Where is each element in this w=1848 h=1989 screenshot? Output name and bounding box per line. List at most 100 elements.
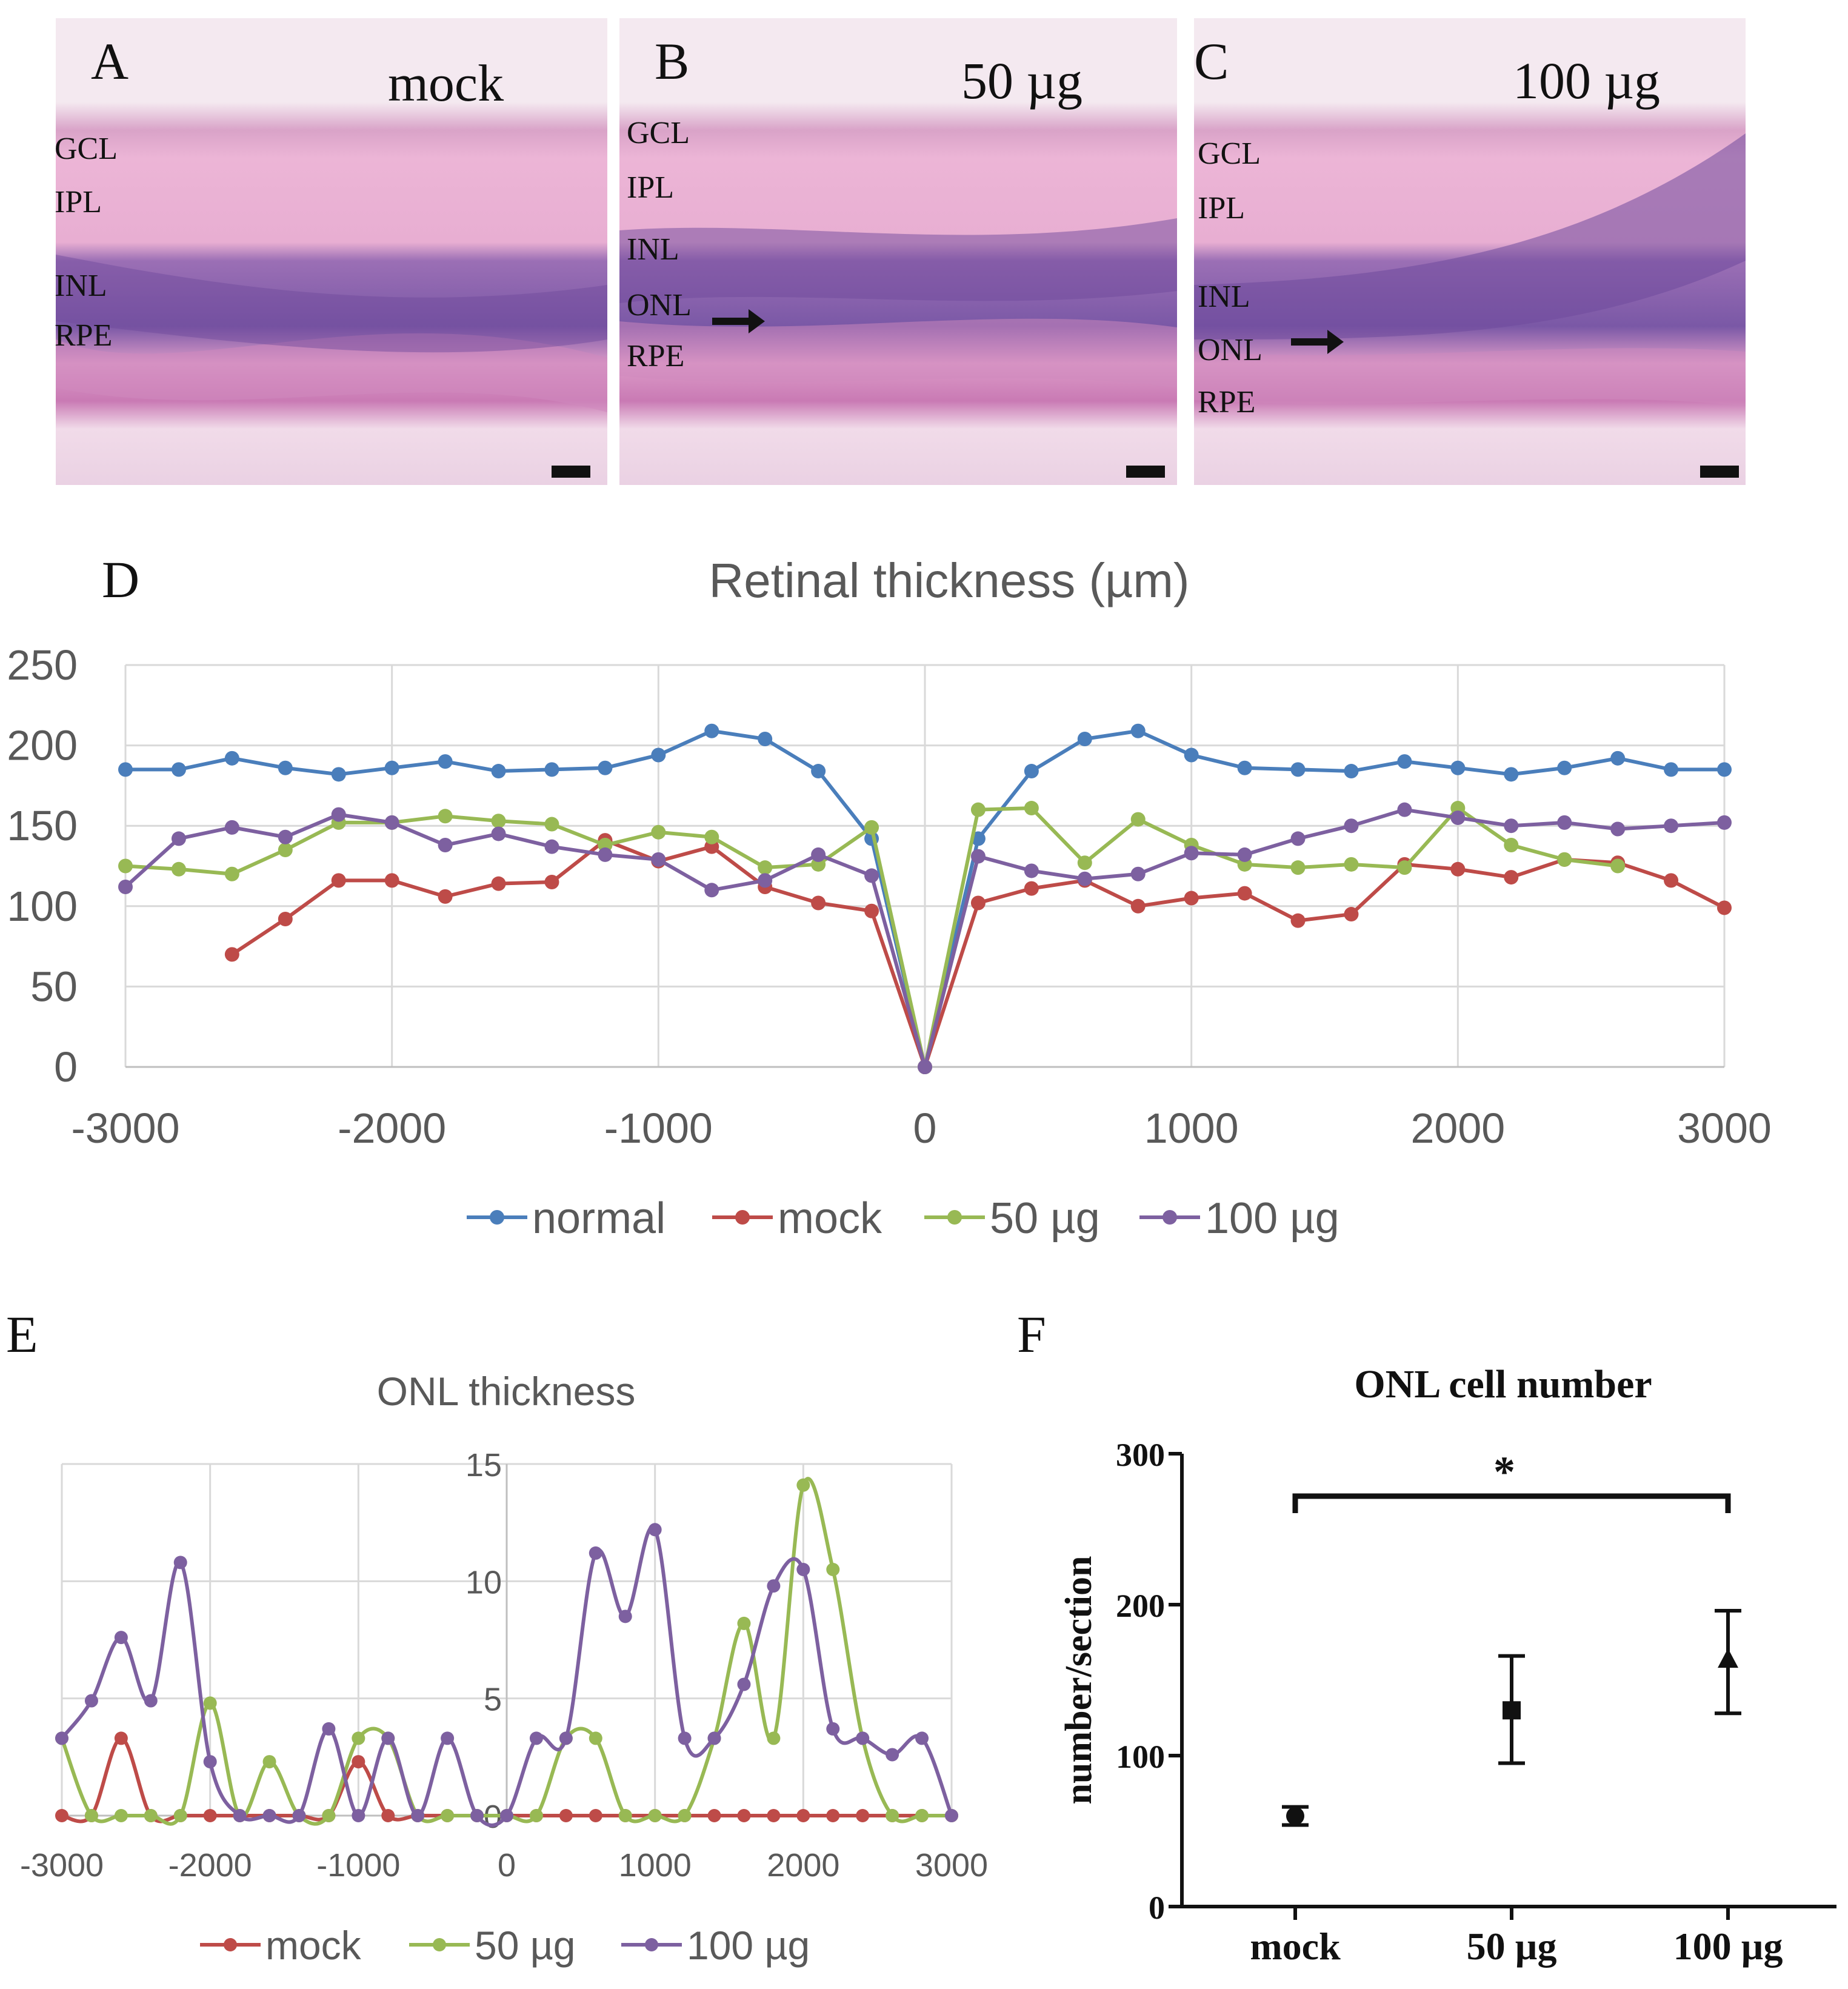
chart-title: ONL cell number xyxy=(1354,1362,1652,1406)
data-point xyxy=(278,760,293,775)
arrow-icon xyxy=(712,309,765,333)
data-point xyxy=(704,723,719,738)
data-point xyxy=(970,895,986,911)
y-tick-label: 250 xyxy=(7,641,78,689)
data-point xyxy=(1450,760,1466,775)
data-point xyxy=(384,760,399,775)
x-tick-label: -3000 xyxy=(71,1105,179,1152)
data-point xyxy=(598,847,613,862)
data-point xyxy=(864,820,879,835)
data-point xyxy=(381,1809,395,1822)
data-point xyxy=(1450,810,1466,825)
data-point xyxy=(796,1563,810,1576)
legend-label: mock xyxy=(265,1923,362,1968)
layer-label: INL xyxy=(627,232,679,267)
data-point xyxy=(55,1809,68,1822)
data-point xyxy=(500,1809,513,1822)
data-point xyxy=(278,829,293,844)
x-tick-label: mock xyxy=(1250,1925,1341,1968)
layer-label: INL xyxy=(1198,279,1250,314)
series-line xyxy=(125,806,1618,1068)
layer-label: RPE xyxy=(627,339,684,373)
data-point xyxy=(1184,891,1199,906)
data-point xyxy=(559,1809,573,1822)
data-point xyxy=(544,839,559,854)
data-point xyxy=(1504,818,1519,834)
data-point xyxy=(678,1809,692,1822)
data-point xyxy=(352,1755,365,1769)
x-tick-label: 2000 xyxy=(767,1847,839,1884)
legend-marker xyxy=(433,1938,446,1951)
data-point xyxy=(1504,767,1519,782)
data-point xyxy=(438,838,453,853)
data-point xyxy=(114,1731,128,1745)
panel-letter: C xyxy=(1194,32,1229,90)
data-point xyxy=(589,1546,602,1560)
data-point xyxy=(322,1809,336,1822)
chart-title: Retinal thickness (µm) xyxy=(709,553,1190,607)
data-point xyxy=(544,817,559,832)
mean-marker xyxy=(1718,1648,1738,1668)
y-axis-label: number/section xyxy=(1058,1556,1099,1805)
data-point xyxy=(173,1556,187,1569)
data-point xyxy=(737,1677,751,1691)
x-tick-label: -1000 xyxy=(316,1847,400,1884)
data-point xyxy=(203,1809,217,1822)
x-tick-label: 1000 xyxy=(1144,1105,1239,1152)
data-point xyxy=(171,831,186,846)
data-point xyxy=(1024,863,1039,878)
data-point xyxy=(1344,857,1359,872)
data-point xyxy=(384,815,399,830)
data-point xyxy=(438,809,453,824)
data-point xyxy=(171,762,186,777)
y-tick-label: 100 xyxy=(7,883,78,930)
data-point xyxy=(918,1060,932,1074)
data-point xyxy=(651,824,666,840)
data-point xyxy=(331,873,346,888)
data-point xyxy=(856,1731,870,1745)
y-tick-label: 0 xyxy=(54,1043,78,1091)
data-point xyxy=(970,849,986,864)
data-point xyxy=(767,1579,781,1593)
panel-letter: E xyxy=(6,1305,38,1363)
data-point xyxy=(767,1731,781,1745)
chart-retinal-thickness: Retinal thickness (µm) 0 50 100 150 200 250 -30… xyxy=(7,553,1772,1243)
panel-letter: B xyxy=(655,32,689,90)
data-point xyxy=(1130,866,1146,881)
legend-marker xyxy=(645,1938,658,1951)
data-point xyxy=(1664,818,1679,834)
data-point xyxy=(1450,861,1466,877)
data-point xyxy=(1290,860,1306,875)
chart-onl-cell-number: ONL cell number 0 100 200 300 number/section m… xyxy=(1058,1362,1836,1968)
y-tick-label: 100 xyxy=(1116,1739,1165,1775)
data-point xyxy=(144,1809,158,1822)
data-point xyxy=(559,1731,573,1745)
data-point xyxy=(491,814,506,829)
data-point xyxy=(1077,731,1092,746)
legend-marker xyxy=(224,1938,237,1951)
data-point xyxy=(1344,907,1359,922)
data-point xyxy=(171,861,186,877)
data-point xyxy=(278,912,293,927)
panel-letter: A xyxy=(91,32,128,90)
data-point xyxy=(856,1809,870,1822)
data-point xyxy=(381,1731,395,1745)
data-point xyxy=(438,754,453,769)
data-point xyxy=(811,764,826,779)
data-point xyxy=(233,1809,247,1822)
x-tick-label: -1000 xyxy=(604,1105,713,1152)
data-point xyxy=(491,876,506,891)
data-point xyxy=(224,750,239,766)
y-tick-label: 200 xyxy=(1116,1588,1165,1624)
data-point xyxy=(737,1616,751,1630)
data-point xyxy=(173,1809,187,1822)
data-point xyxy=(648,1809,662,1822)
data-point xyxy=(331,807,346,822)
data-point xyxy=(1397,860,1412,875)
layer-label: RPE xyxy=(55,318,112,353)
data-point xyxy=(678,1731,692,1745)
data-point xyxy=(470,1809,484,1822)
data-point xyxy=(796,1478,810,1492)
data-point xyxy=(278,842,293,857)
data-point xyxy=(1184,846,1199,861)
